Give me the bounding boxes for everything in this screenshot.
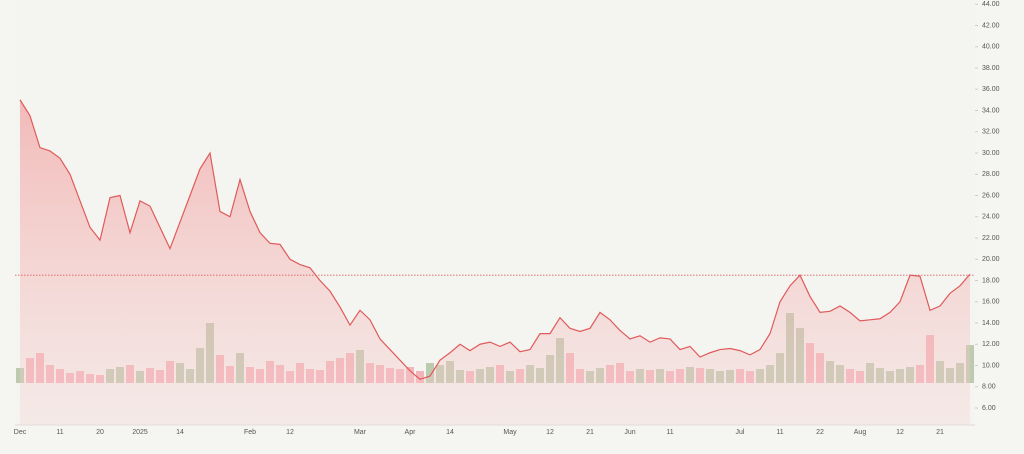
y-tick-label: 36.00 <box>982 86 1000 93</box>
y-tick-label: 26.00 <box>982 192 1000 199</box>
x-tick-label: May <box>503 429 517 436</box>
x-tick-label: Jun <box>624 429 635 436</box>
x-tick-label: 11 <box>666 429 673 436</box>
x-tick-label: Aug <box>854 429 867 436</box>
x-tick-label: Apr <box>405 429 417 436</box>
x-tick-label: Jul <box>736 429 745 436</box>
x-tick-label: 12 <box>896 429 904 436</box>
y-tick-label: 10.00 <box>982 362 1000 369</box>
y-tick-label: 22.00 <box>982 235 1000 242</box>
price-line <box>19 99 971 380</box>
x-tick-label: 14 <box>446 429 454 436</box>
x-tick-label: 11 <box>56 429 63 436</box>
x-tick-label: 2025 <box>132 429 148 436</box>
volume-bar <box>426 363 434 383</box>
y-tick-label: 28.00 <box>982 171 1000 178</box>
y-tick-label: 8.00 <box>982 384 996 391</box>
y-tick-label: 30.00 <box>982 150 1000 157</box>
y-tick-label: 20.00 <box>982 256 1000 263</box>
x-tick-label: Feb <box>244 429 256 436</box>
y-tick-label: 12.00 <box>982 341 1000 348</box>
y-tick-label: 14.00 <box>982 320 1000 327</box>
x-tick-label: 11 <box>776 429 783 436</box>
x-tick-label: 14 <box>176 429 184 436</box>
x-tick-label: Dec <box>14 429 27 436</box>
y-tick-label: 32.00 <box>982 129 1000 136</box>
y-tick-label: 18.00 <box>982 277 1000 284</box>
volume-bar <box>416 371 424 383</box>
y-tick-label: 38.00 <box>982 65 1000 72</box>
y-tick-label: 40.00 <box>982 44 1000 51</box>
y-tick-label: 6.00 <box>982 405 996 412</box>
x-tick-label: 22 <box>816 429 824 436</box>
x-tick-label: 12 <box>546 429 554 436</box>
x-tick-label: 12 <box>286 429 294 436</box>
y-tick-label: 16.00 <box>982 299 1000 306</box>
y-tick-label: 42.00 <box>982 22 1000 29</box>
x-tick-label: 21 <box>936 429 944 436</box>
price-area <box>20 99 970 425</box>
y-tick-label: 44.00 <box>982 1 1000 8</box>
x-tick-label: 21 <box>586 429 594 436</box>
x-tick-label: 20 <box>96 429 104 436</box>
x-tick-label: Mar <box>354 429 367 436</box>
y-tick-label: 34.00 <box>982 107 1000 114</box>
y-tick-label: 24.00 <box>982 214 1000 221</box>
